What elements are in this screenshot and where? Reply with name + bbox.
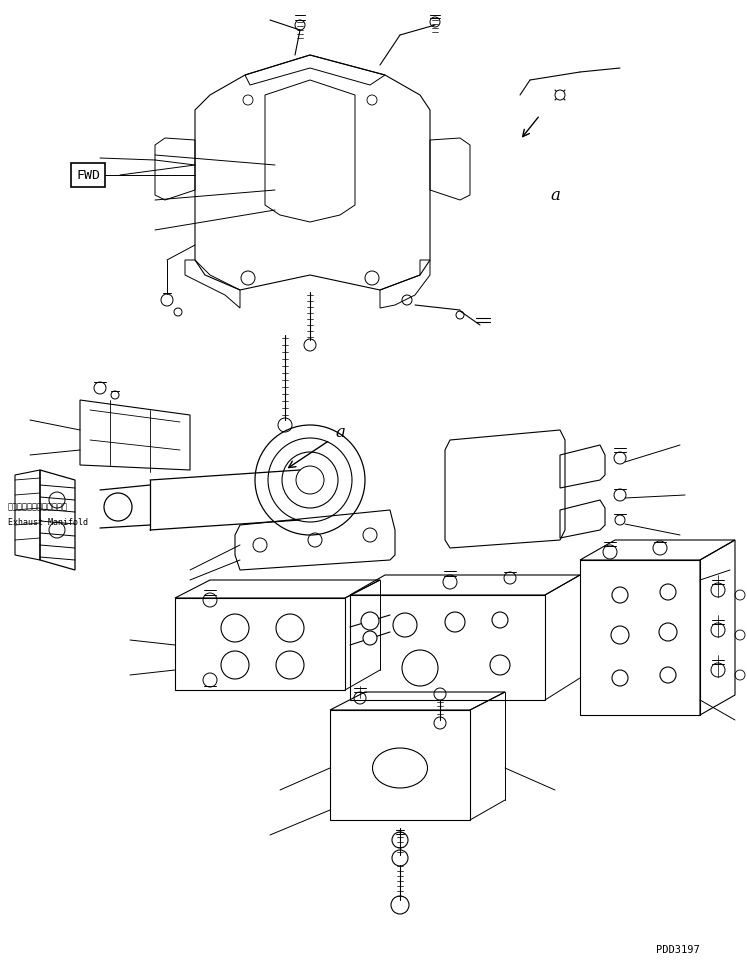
Text: a: a [550,187,560,203]
Text: a: a [335,424,345,440]
Circle shape [555,90,565,100]
Text: Exhaust Manifold: Exhaust Manifold [8,517,88,527]
Text: FWD: FWD [76,168,100,182]
Circle shape [361,612,379,630]
Circle shape [363,631,377,645]
Text: エキゾーストマニホールド: エキゾーストマニホールド [8,503,68,511]
Text: PDD3197: PDD3197 [657,945,700,955]
